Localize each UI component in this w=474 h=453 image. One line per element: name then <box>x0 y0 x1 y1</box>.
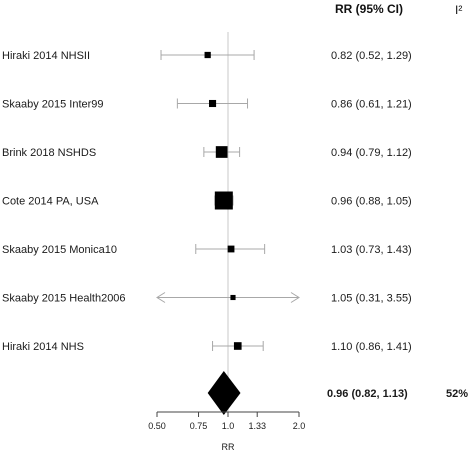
heterogeneity-column-header: I² <box>455 3 462 17</box>
study-label: Cote 2014 PA, USA <box>2 196 99 208</box>
study-row: Hiraki 2014 NHS 1.10 (0.86, 1.41) <box>2 341 412 353</box>
point-estimate-box <box>227 245 235 253</box>
estimate-text: 0.82 (0.52, 1.29) <box>331 50 412 62</box>
study-row: Skaaby 2015 Monica10 1.03 (0.73, 1.43) <box>2 244 412 256</box>
i2-value: 52% <box>446 388 468 400</box>
estimate-text: 0.94 (0.79, 1.12) <box>331 147 412 159</box>
point-estimate-box <box>209 99 217 108</box>
study-row: Cote 2014 PA, USA 0.96 (0.88, 1.05) <box>2 191 412 210</box>
x-tick-label: 2.0 <box>293 421 306 431</box>
pooled-row: 0.96 (0.82, 1.13) 52% <box>207 371 468 415</box>
point-estimate-box <box>230 294 236 301</box>
study-row: Skaaby 2015 Health2006 1.05 (0.31, 3.55) <box>2 292 412 305</box>
point-estimate-box <box>214 191 233 210</box>
x-axis-label: RR <box>222 442 235 452</box>
pooled-diamond <box>207 371 241 415</box>
x-tick-label: 0.50 <box>148 421 166 431</box>
point-estimate-box <box>215 146 228 158</box>
point-estimate-box <box>204 51 211 59</box>
x-tick-label: 0.75 <box>190 421 208 431</box>
estimate-text: 1.10 (0.86, 1.41) <box>331 341 412 353</box>
ci-lower-arrow <box>156 292 166 303</box>
study-rows: Hiraki 2014 NHSII 0.82 (0.52, 1.29) Skaaby… <box>2 50 412 353</box>
study-label: Skaaby 2015 Health2006 <box>2 293 126 305</box>
study-label: Hiraki 2014 NHSII <box>2 50 90 62</box>
study-label: Brink 2018 NSHDS <box>2 147 96 159</box>
study-row: Brink 2018 NSHDS 0.94 (0.79, 1.12) <box>2 146 412 159</box>
estimate-column-header: RR (95% CI) <box>335 2 403 16</box>
pooled-estimate-text: 0.96 (0.82, 1.13) <box>327 388 408 400</box>
study-label: Skaaby 2015 Inter99 <box>2 99 104 111</box>
x-tick-label: 1.33 <box>248 421 266 431</box>
study-row: Skaaby 2015 Inter99 0.86 (0.61, 1.21) <box>2 98 412 111</box>
estimate-text: 1.03 (0.73, 1.43) <box>331 244 412 256</box>
estimate-text: 1.05 (0.31, 3.55) <box>331 293 412 305</box>
x-axis: 0.50 0.75 1.0 1.33 2.0 <box>148 411 306 431</box>
study-label: Hiraki 2014 NHS <box>2 341 84 353</box>
ci-upper-arrow <box>290 292 300 303</box>
estimate-text: 0.96 (0.88, 1.05) <box>331 196 412 208</box>
study-row: Hiraki 2014 NHSII 0.82 (0.52, 1.29) <box>2 50 412 62</box>
x-tick-label: 1.0 <box>222 421 235 431</box>
estimate-text: 0.86 (0.61, 1.21) <box>331 99 412 111</box>
point-estimate-box <box>233 342 242 350</box>
study-label: Skaaby 2015 Monica10 <box>2 244 117 256</box>
